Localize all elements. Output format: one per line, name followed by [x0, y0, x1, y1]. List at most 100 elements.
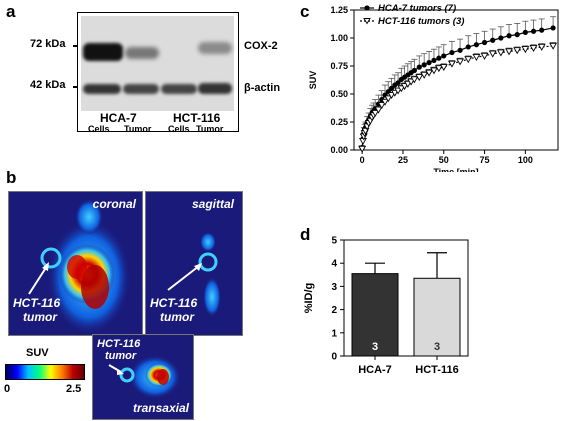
y-tick-label: 0 [331, 352, 337, 363]
hct116-point [447, 60, 456, 68]
protein-actin: β-actin [244, 82, 281, 94]
hca7-point [449, 49, 455, 56]
hct116-point [407, 78, 416, 86]
actin-band-hct116-tumor [198, 83, 232, 94]
suv-time-chart: 0.00 0.25 0.50 0.75 1.00 1.25 0 25 50 75 100 Time [… [308, 3, 559, 172]
x-tick-label: 75 [480, 155, 490, 165]
hct116-point [521, 46, 530, 54]
group-hct116: HCT-116 [173, 111, 221, 125]
marker-42kda: 42 kDa [30, 79, 66, 91]
hca7-point [441, 53, 447, 59]
bar-hca7 [351, 273, 399, 357]
panel-a-label: a [6, 2, 16, 21]
colorbar-title: SUV [26, 347, 49, 359]
legend-label-hca7: HCA-7 tumors (7) [378, 3, 456, 14]
lane-label: Tumor [124, 124, 152, 134]
view-sagittal: sagittal [191, 197, 234, 211]
plot-frame [353, 9, 559, 151]
y-tick-label: 0.00 [330, 145, 348, 155]
hca7-point [416, 64, 422, 70]
colorbar-min: 0 [4, 383, 11, 395]
hca7-point [426, 60, 432, 66]
hca7-point [514, 32, 520, 38]
tumor-label-line2: tumor [105, 350, 137, 362]
western-blot-frame: HCA-7 HCT-116 Cells Tumor Cells Tumor [77, 12, 239, 134]
x-tick-label: 0 [360, 155, 365, 165]
lane-label: Cells [88, 124, 110, 134]
y-tick-label: 0.25 [330, 117, 348, 127]
hca7-point [395, 80, 401, 86]
hct116-point [371, 109, 380, 117]
pet-sagittal-image: sagittal HCT-116 tumor [145, 191, 243, 336]
hct116-point [505, 48, 514, 56]
lane-label: Tumor [196, 124, 224, 134]
pet-transaxial-render [108, 355, 181, 399]
hct116-point [429, 67, 438, 75]
hca7-point [490, 37, 496, 43]
hct116-point [480, 52, 489, 60]
plot-frame [343, 239, 469, 357]
pet-sagittal-render [167, 232, 221, 317]
legend-marker-hca7 [364, 5, 370, 11]
hca7-point [522, 29, 528, 35]
hca7-point [539, 27, 545, 33]
hct116-point [358, 145, 367, 153]
lane-label: Cells [168, 124, 190, 134]
tumor-label-transaxial: HCT-116 tumor [97, 338, 140, 362]
hct116-point [434, 65, 443, 73]
hct116-point [464, 56, 473, 64]
tumor-label-line2: tumor [160, 310, 194, 324]
blot-membrane [81, 16, 234, 111]
hca7-point [388, 85, 395, 91]
hct116-point [537, 43, 546, 51]
pet-coronal-render [28, 199, 131, 335]
hca7-point [421, 62, 427, 68]
tumor-label-line1: HCT-116 [150, 296, 198, 310]
hct116-point [425, 69, 434, 77]
x-tick-label: 100 [518, 155, 533, 165]
hca7-point [457, 47, 463, 53]
hca7-point [473, 42, 479, 48]
hct116-point [420, 71, 429, 79]
hca7-point [411, 67, 417, 74]
x-tick-label: HCT-116 [415, 364, 458, 376]
hct116-point [359, 137, 367, 145]
bar-n-label: 3 [434, 341, 440, 353]
marker-72kda: 72 kDa [30, 38, 66, 50]
hct116-point [415, 74, 424, 82]
cox2-band-hca7-tumor [125, 47, 159, 59]
y-axis-label: SUV [308, 71, 318, 90]
hct116-point [513, 47, 522, 55]
y-tick-label: 2 [331, 305, 337, 316]
hct116-point [488, 50, 497, 58]
hct116-point [439, 64, 448, 72]
percent-id-bar-chart: 0 1 2 3 4 5 %ID/g 3 HCA-7 3 HCT-116 [303, 236, 469, 376]
hct116-point [496, 49, 505, 57]
x-tick-label: HCA-7 [358, 364, 392, 376]
y-tick-label: 1.25 [330, 5, 348, 15]
tumor-label-line1: HCT-116 [97, 338, 141, 350]
bar-hct116 [413, 277, 461, 357]
hct116-point [387, 92, 396, 100]
hca7-point [465, 44, 471, 50]
hct116-point [394, 87, 403, 95]
actin-band-hca7-cells [83, 84, 121, 94]
panel-c-label: c [300, 2, 310, 21]
y-tick-label: 1 [331, 328, 337, 339]
view-transaxial: transaxial [132, 401, 189, 415]
hct116-point [400, 83, 409, 91]
x-axis-label: Time [min] [433, 167, 478, 172]
hct116-point [549, 42, 558, 50]
hca7-point [481, 39, 488, 46]
pet-transaxial-image: HCT-116 tumor transaxial [92, 334, 194, 420]
tumor-label-sagittal: HCT-116 tumor [150, 296, 197, 324]
view-coronal: coronal [92, 197, 136, 211]
suv-colorbar [5, 364, 85, 380]
protein-cox2: COX-2 [244, 40, 278, 52]
actin-band-hca7-tumor [123, 84, 159, 94]
hct116-point [472, 53, 481, 61]
colorbar-max: 2.5 [66, 383, 82, 395]
tumor-label-line2: tumor [23, 310, 57, 324]
x-tick-label: 50 [439, 155, 449, 165]
hca7-point [506, 33, 512, 39]
